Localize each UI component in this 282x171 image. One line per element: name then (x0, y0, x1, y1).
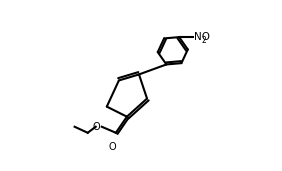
Text: NO: NO (194, 32, 210, 42)
Text: O: O (92, 122, 100, 132)
Text: O: O (108, 142, 116, 152)
Text: 2: 2 (202, 36, 207, 45)
